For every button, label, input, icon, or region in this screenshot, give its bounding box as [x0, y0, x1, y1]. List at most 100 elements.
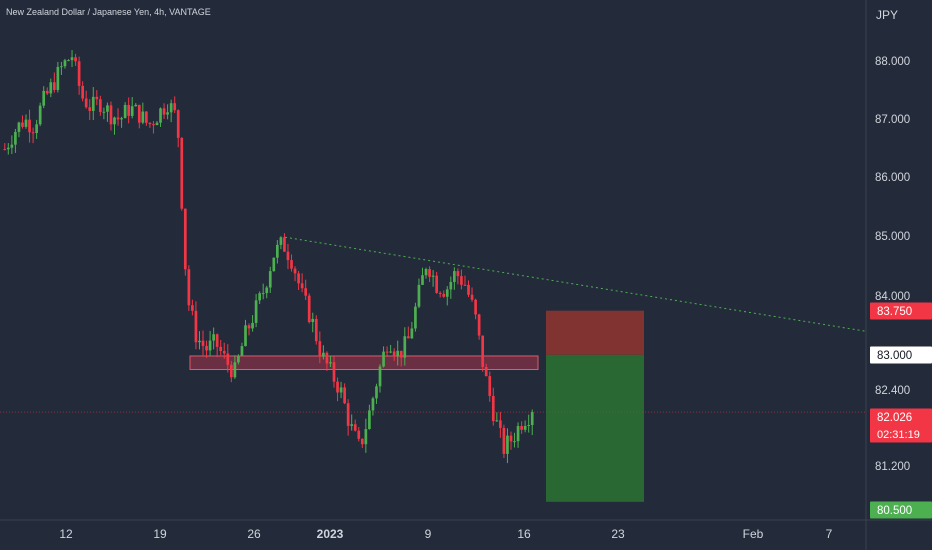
- candle-body: [6, 147, 10, 150]
- candle-body: [389, 351, 392, 353]
- candle-body: [148, 122, 152, 125]
- candle-body: [244, 325, 247, 347]
- candle-body: [63, 60, 67, 67]
- candle-body: [187, 269, 191, 306]
- candle-body: [325, 352, 329, 364]
- candle-body: [406, 336, 410, 339]
- candle-body: [311, 318, 315, 323]
- x-tick-label: 9: [425, 527, 432, 541]
- x-tick-label: Feb: [743, 527, 764, 541]
- candle-body: [3, 149, 7, 150]
- y-tick-label: 81.200: [875, 461, 910, 473]
- price-badge-label: 80.500: [877, 505, 912, 517]
- candle-body: [396, 350, 400, 357]
- candle-body: [293, 268, 297, 274]
- candle-body: [456, 271, 460, 277]
- candle-body: [91, 96, 95, 111]
- candle-body: [470, 294, 474, 300]
- candle-body: [502, 427, 506, 454]
- candle-body: [194, 310, 198, 343]
- candle-body: [481, 335, 485, 368]
- candle-body: [81, 85, 84, 99]
- candle-body: [102, 111, 106, 113]
- y-tick-label: 84.000: [875, 291, 910, 303]
- candle-body: [52, 82, 56, 91]
- candle-body: [95, 96, 99, 100]
- candle-body: [272, 257, 276, 272]
- x-tick-label: 2023: [317, 527, 344, 541]
- candle-body: [141, 111, 145, 123]
- candle-body: [120, 118, 123, 120]
- candle-body: [460, 276, 463, 285]
- candle-body: [176, 110, 180, 138]
- x-tick-label: 19: [153, 527, 167, 541]
- candle-body: [414, 306, 417, 329]
- y-tick-label: 88.000: [875, 56, 910, 68]
- candle-body: [378, 366, 382, 387]
- candle-body: [21, 122, 24, 127]
- candle-body: [88, 107, 92, 111]
- price-badge-target: [870, 501, 932, 519]
- candle-body: [300, 283, 304, 289]
- candle-body: [205, 345, 208, 351]
- candle-body: [166, 112, 169, 115]
- candle-body: [130, 106, 134, 116]
- candle-body: [360, 438, 364, 445]
- x-tick-label: 23: [611, 527, 625, 541]
- candle-body: [10, 144, 14, 148]
- candle-body: [506, 435, 509, 454]
- candle-body: [60, 66, 63, 68]
- candle-body: [424, 268, 428, 276]
- x-tick-label: 12: [59, 527, 73, 541]
- candle-body: [77, 61, 81, 86]
- candle-body: [247, 325, 251, 329]
- candle-body: [417, 284, 421, 307]
- candle-body: [385, 351, 389, 353]
- candle-body: [201, 340, 205, 346]
- candle-body: [499, 420, 502, 428]
- candle-body: [31, 132, 35, 134]
- stop-loss-zone[interactable]: [546, 310, 644, 355]
- x-tick-label: 16: [517, 527, 531, 541]
- candle-body: [49, 82, 53, 94]
- candle-body: [488, 376, 492, 396]
- candle-body: [38, 105, 42, 125]
- candle-body: [403, 336, 407, 358]
- candle-body: [509, 435, 513, 442]
- candle-body: [180, 137, 184, 209]
- candle-body: [421, 275, 424, 285]
- candle-body: [28, 119, 31, 133]
- candle-body: [208, 340, 212, 351]
- support-zone[interactable]: [189, 355, 539, 371]
- candle-body: [431, 275, 435, 277]
- candle-body: [513, 441, 516, 443]
- candle-body: [74, 57, 77, 62]
- candle-body: [297, 273, 300, 284]
- candle-body: [123, 104, 127, 119]
- candle-body: [70, 57, 74, 61]
- candle-body: [474, 299, 477, 315]
- candle-body: [332, 362, 336, 382]
- candle-body: [240, 346, 244, 357]
- candle-body: [183, 208, 187, 270]
- x-tick-label: 7: [826, 527, 833, 541]
- candle-body: [17, 122, 21, 132]
- candle-body: [233, 362, 237, 378]
- candle-body: [109, 105, 113, 125]
- candle-body: [530, 412, 534, 426]
- candle-body: [198, 340, 201, 343]
- trendline[interactable]: [284, 236, 867, 332]
- candle-body: [84, 98, 88, 108]
- x-tick-label: 26: [247, 527, 261, 541]
- candle-body: [258, 293, 261, 301]
- take-profit-zone[interactable]: [546, 354, 644, 502]
- candle-body: [173, 103, 177, 111]
- candle-body: [127, 104, 131, 116]
- candle-body: [268, 271, 272, 288]
- candle-body: [254, 300, 258, 323]
- candle-body: [442, 293, 446, 297]
- candle-body: [229, 364, 233, 378]
- candle-body: [219, 346, 223, 352]
- candle-body: [329, 362, 332, 364]
